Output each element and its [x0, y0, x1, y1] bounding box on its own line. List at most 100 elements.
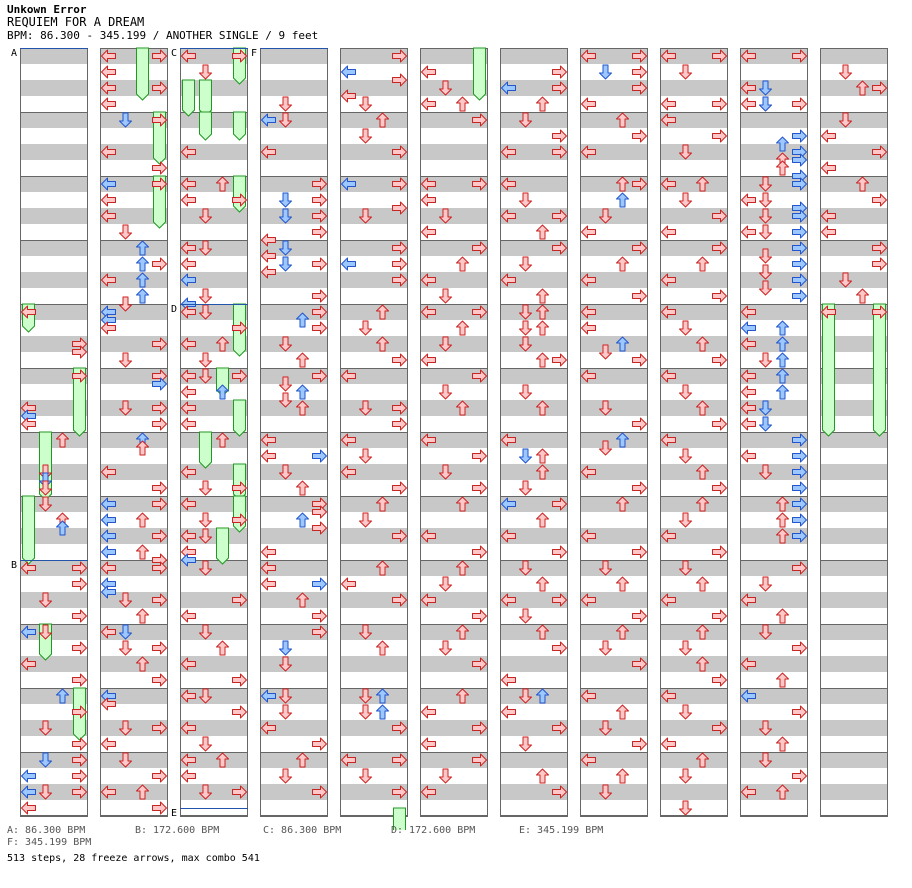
- step-arrow: [181, 145, 196, 159]
- step-arrow: [101, 545, 116, 559]
- beat-stripe: [100, 112, 168, 128]
- beat-stripe: [820, 48, 888, 64]
- beat-stripe: [660, 400, 728, 416]
- freeze-arrow: [233, 111, 246, 141]
- step-arrow: [616, 768, 629, 784]
- beat-stripe: [500, 112, 568, 128]
- beat-stripe: [420, 176, 488, 192]
- beat-stripe: [100, 48, 168, 64]
- step-arrow: [632, 241, 647, 255]
- step-arrow: [821, 225, 836, 239]
- step-arrow: [712, 209, 727, 223]
- beat-stripe: [260, 496, 328, 512]
- step-arrow: [279, 336, 292, 352]
- step-arrow: [581, 145, 596, 159]
- step-arrow: [359, 96, 372, 112]
- step-arrow: [472, 241, 487, 255]
- step-arrow: [741, 401, 756, 415]
- step-arrow: [599, 208, 612, 224]
- beat-stripe: [820, 432, 888, 448]
- beat-stripe: [100, 496, 168, 512]
- beat-stripe: [100, 624, 168, 640]
- step-arrow: [181, 241, 196, 255]
- step-arrow: [616, 576, 629, 592]
- step-arrow: [152, 769, 167, 783]
- step-arrow: [792, 289, 807, 303]
- step-arrow: [101, 465, 116, 479]
- beat-stripe: [500, 80, 568, 96]
- step-arrow: [199, 288, 212, 304]
- beat-stripe: [20, 720, 88, 736]
- step-arrow: [279, 376, 292, 392]
- step-arrow: [279, 96, 292, 112]
- step-arrow: [72, 345, 87, 359]
- step-arrow: [616, 192, 629, 208]
- chart-summary: 513 steps, 28 freeze arrows, max combo 5…: [7, 853, 260, 864]
- step-arrow: [101, 49, 116, 63]
- song-artist: Unkown Error: [7, 3, 87, 16]
- step-arrow: [312, 257, 327, 271]
- beat-stripe: [660, 560, 728, 576]
- beat-stripe: [260, 528, 328, 544]
- freeze-arrow: [233, 463, 246, 501]
- beat-stripe: [740, 464, 808, 480]
- step-arrow: [456, 400, 469, 416]
- step-arrow: [632, 417, 647, 431]
- step-arrow: [136, 288, 149, 304]
- step-chart: A B C D E F: [11, 47, 888, 830]
- freeze-arrow: [873, 303, 886, 437]
- bpm-legend-row-2: F: 345.199 BPM: [7, 837, 907, 849]
- step-arrow: [136, 272, 149, 288]
- step-arrow: [599, 64, 612, 80]
- beat-stripe: [100, 688, 168, 704]
- beat-stripe: [820, 560, 888, 576]
- beat-stripe: [500, 208, 568, 224]
- beat-stripe: [580, 688, 648, 704]
- step-arrow: [792, 257, 807, 271]
- beat-stripe: [260, 720, 328, 736]
- step-arrow: [312, 521, 327, 535]
- step-arrow: [581, 305, 596, 319]
- step-arrow: [632, 737, 647, 751]
- beat-stripe: [820, 752, 888, 768]
- beat-stripe: [580, 464, 648, 480]
- step-arrow: [712, 49, 727, 63]
- bpm-change-marker: C: [171, 48, 177, 59]
- beat-stripe: [100, 272, 168, 288]
- step-arrow: [341, 89, 356, 103]
- step-arrow: [519, 192, 532, 208]
- beat-stripe: [420, 624, 488, 640]
- step-arrow: [661, 433, 676, 447]
- step-arrow: [312, 609, 327, 623]
- step-arrow: [759, 576, 772, 592]
- beat-stripe: [740, 208, 808, 224]
- step-arrow: [136, 240, 149, 256]
- step-arrow: [312, 321, 327, 335]
- step-arrow: [72, 737, 87, 751]
- step-arrow: [792, 225, 807, 239]
- step-arrow: [199, 624, 212, 640]
- step-arrow: [501, 593, 516, 607]
- step-arrow: [712, 609, 727, 623]
- step-arrow: [392, 753, 407, 767]
- step-arrow: [632, 49, 647, 63]
- step-arrow: [216, 336, 229, 352]
- step-arrow: [776, 672, 789, 688]
- step-arrow: [536, 400, 549, 416]
- beat-stripe: [500, 336, 568, 352]
- beat-stripe: [500, 656, 568, 672]
- beat-stripe: [500, 400, 568, 416]
- step-arrow: [501, 177, 516, 191]
- beat-stripe: [740, 528, 808, 544]
- step-arrow: [392, 145, 407, 159]
- step-arrow: [279, 392, 292, 408]
- beat-stripe: [580, 48, 648, 64]
- beat-stripe: [420, 560, 488, 576]
- step-arrow: [839, 64, 852, 80]
- beat-stripe: [500, 240, 568, 256]
- beat-stripe: [260, 592, 328, 608]
- beat-stripe: [500, 720, 568, 736]
- song-title: REQUIEM FOR A DREAM: [7, 15, 145, 29]
- column-border: [580, 48, 648, 816]
- step-arrow: [679, 192, 692, 208]
